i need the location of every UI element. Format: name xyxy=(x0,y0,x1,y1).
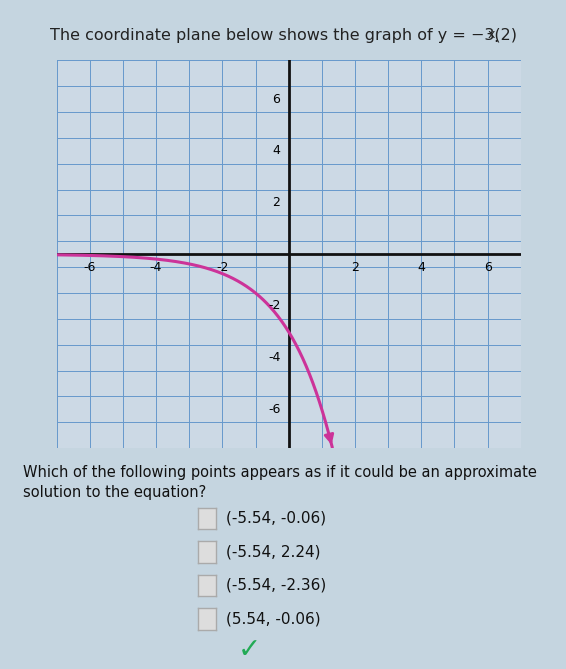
Text: -4: -4 xyxy=(268,351,280,364)
Text: -4: -4 xyxy=(150,261,162,274)
Text: 4: 4 xyxy=(417,261,425,274)
Text: -2: -2 xyxy=(268,300,280,312)
Text: (-5.54, 2.24): (-5.54, 2.24) xyxy=(226,545,321,559)
Text: 2: 2 xyxy=(272,196,280,209)
Text: 4: 4 xyxy=(272,145,280,157)
Text: 6: 6 xyxy=(272,92,280,106)
Text: 2: 2 xyxy=(351,261,359,274)
Text: (-5.54, -2.36): (-5.54, -2.36) xyxy=(226,578,327,593)
Text: .: . xyxy=(494,30,499,45)
Text: x: x xyxy=(488,28,495,41)
Text: -6: -6 xyxy=(268,403,280,416)
Text: -6: -6 xyxy=(84,261,96,274)
Text: (5.54, -0.06): (5.54, -0.06) xyxy=(226,611,321,626)
Text: Which of the following points appears as if it could be an approximate
solution : Which of the following points appears as… xyxy=(23,465,537,500)
Text: 6: 6 xyxy=(483,261,491,274)
Text: The coordinate plane below shows the graph of y = −3(2): The coordinate plane below shows the gra… xyxy=(49,28,517,43)
Text: -2: -2 xyxy=(216,261,229,274)
Text: (-5.54, -0.06): (-5.54, -0.06) xyxy=(226,511,327,526)
Text: ✓: ✓ xyxy=(237,636,261,664)
